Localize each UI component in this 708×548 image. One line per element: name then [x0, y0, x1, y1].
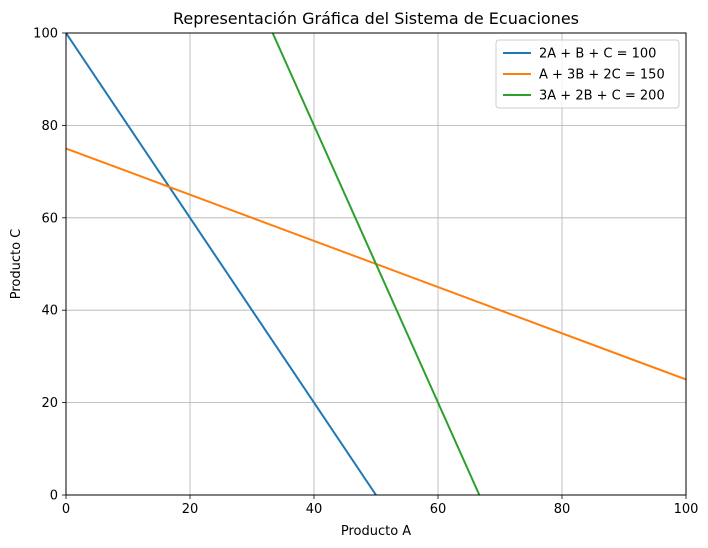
y-tick-label: 80 — [41, 119, 58, 134]
series-group — [66, 33, 686, 495]
x-axis-label: Producto A — [341, 524, 411, 539]
y-tick-label: 0 — [50, 489, 58, 504]
series-line-1 — [66, 33, 377, 495]
plot-frame — [65, 32, 687, 496]
ticks: 0 20 40 60 80 100 0 20 40 60 80 100 — [33, 27, 698, 518]
legend: 2A + B + C = 100 A + 3B + 2C = 150 3A + 2B… — [495, 39, 680, 109]
x-tick-label: 60 — [430, 502, 447, 517]
x-tick-label: 80 — [554, 502, 571, 517]
legend-label-2: A + 3B + 2C = 150 — [539, 68, 665, 83]
x-tick-label: 0 — [62, 502, 70, 517]
x-tick-label: 20 — [182, 502, 199, 517]
legend-box — [495, 39, 680, 109]
legend-label-1: 2A + B + C = 100 — [539, 47, 656, 62]
y-tick-label: 40 — [41, 304, 58, 319]
chart-title: Representación Gráfica del Sistema de Ec… — [173, 9, 579, 28]
y-axis-label: Producto C — [9, 229, 24, 300]
y-tick-label: 20 — [41, 396, 58, 411]
y-tick-label: 100 — [33, 27, 58, 42]
x-tick-label: 40 — [306, 502, 323, 517]
series-line-3 — [271, 33, 481, 495]
x-tick-label: 100 — [674, 502, 699, 517]
y-tick-label: 60 — [41, 211, 58, 226]
legend-label-3: 3A + 2B + C = 200 — [539, 89, 665, 104]
